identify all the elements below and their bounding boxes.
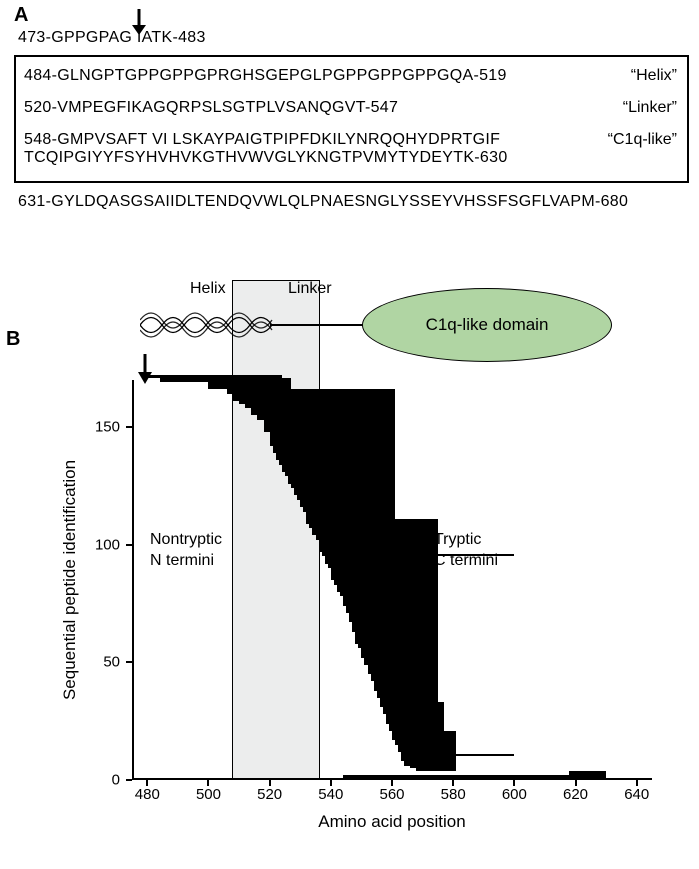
helix-icon bbox=[140, 310, 274, 340]
y-tick-label: 50 bbox=[103, 654, 120, 671]
c1q-domain: C1q-like domain bbox=[362, 288, 612, 362]
pre-sequence-text: 473-GPPGPAG IATK-483 bbox=[18, 29, 206, 46]
x-tick-label: 520 bbox=[257, 786, 282, 803]
x-tick-label: 580 bbox=[441, 786, 466, 803]
plot-region: Helix Linker C1q-like domain bbox=[92, 280, 652, 840]
x-tick-label: 620 bbox=[563, 786, 588, 803]
sequence-row: 548-GMPVSAFT VI LSKAYPAIGTPIPFDKILYNRQQH… bbox=[24, 131, 677, 167]
y-tick-label: 150 bbox=[95, 419, 120, 436]
x-tick-label: 640 bbox=[624, 786, 649, 803]
panel-b: B Helix Linker C1q-like domain bbox=[6, 280, 696, 860]
x-tick-label: 600 bbox=[502, 786, 527, 803]
region-label: “Helix” bbox=[631, 67, 677, 85]
peptide-bar bbox=[416, 768, 456, 770]
domain-schematic: Helix Linker C1q-like domain bbox=[132, 280, 652, 372]
sequence-row: 520-VMPEGFIKAGQRPSLSGTPLVSANQGVT-547 “Lin… bbox=[24, 99, 677, 117]
panel-b-label: B bbox=[6, 328, 20, 351]
peptide-bar bbox=[569, 778, 606, 780]
region-label: “C1q-like” bbox=[608, 131, 677, 149]
x-axis-label: Amino acid position bbox=[132, 812, 652, 832]
x-tick-label: 480 bbox=[135, 786, 160, 803]
x-tick-label: 500 bbox=[196, 786, 221, 803]
sequence-text: 520-VMPEGFIKAGQRPSLSGTPLVSANQGVT-547 bbox=[24, 99, 398, 117]
peptide-bars bbox=[132, 380, 652, 780]
y-tick-label: 100 bbox=[95, 536, 120, 553]
y-axis-label: Sequential peptide identification bbox=[60, 460, 80, 700]
x-tick-label: 540 bbox=[318, 786, 343, 803]
chart-axes: NontrypticN termini TrypticC termini Seq… bbox=[132, 380, 652, 780]
annotation-nontryptic: NontrypticN termini bbox=[150, 530, 222, 572]
post-sequence-text: 631-GYLDQASGSAIIDLTENDQVWLQLPNAESNGLYSSE… bbox=[18, 193, 628, 210]
peptide-bar bbox=[343, 775, 606, 777]
sequence-text: 484-GLNGPTGPPGPPGPRGHSGEPGLPGPPGPPGPPGQA… bbox=[24, 67, 507, 85]
panel-a: A 473-GPPGPAG IATK-483 484-GLNGPTGPPGPPG… bbox=[14, 4, 689, 211]
annotation-tryptic: TrypticC termini bbox=[434, 530, 498, 572]
pre-sequence-row: 473-GPPGPAG IATK-483 bbox=[18, 29, 689, 47]
panel-a-label: A bbox=[14, 4, 689, 27]
region-label: “Linker” bbox=[623, 99, 677, 117]
sequence-row: 484-GLNGPTGPPGPPGPRGHSGEPGLPGPPGPPGPPGQA… bbox=[24, 67, 677, 85]
sequence-text: 548-GMPVSAFT VI LSKAYPAIGTPIPFDKILYNRQQH… bbox=[24, 131, 508, 167]
post-sequence-row: 631-GYLDQASGSAIIDLTENDQVWLQLPNAESNGLYSSE… bbox=[18, 193, 689, 211]
cleavage-arrow-b-icon bbox=[136, 352, 154, 384]
sequence-box: 484-GLNGPTGPPGPPGPRGHSGEPGLPGPPGPPGPPGQA… bbox=[14, 55, 689, 183]
linker-label: Linker bbox=[288, 280, 332, 298]
c1q-domain-label: C1q-like domain bbox=[426, 315, 549, 335]
cleavage-arrow-icon bbox=[130, 7, 148, 35]
x-tick-label: 560 bbox=[379, 786, 404, 803]
y-tick-label: 0 bbox=[112, 772, 120, 789]
helix-label: Helix bbox=[190, 280, 226, 298]
